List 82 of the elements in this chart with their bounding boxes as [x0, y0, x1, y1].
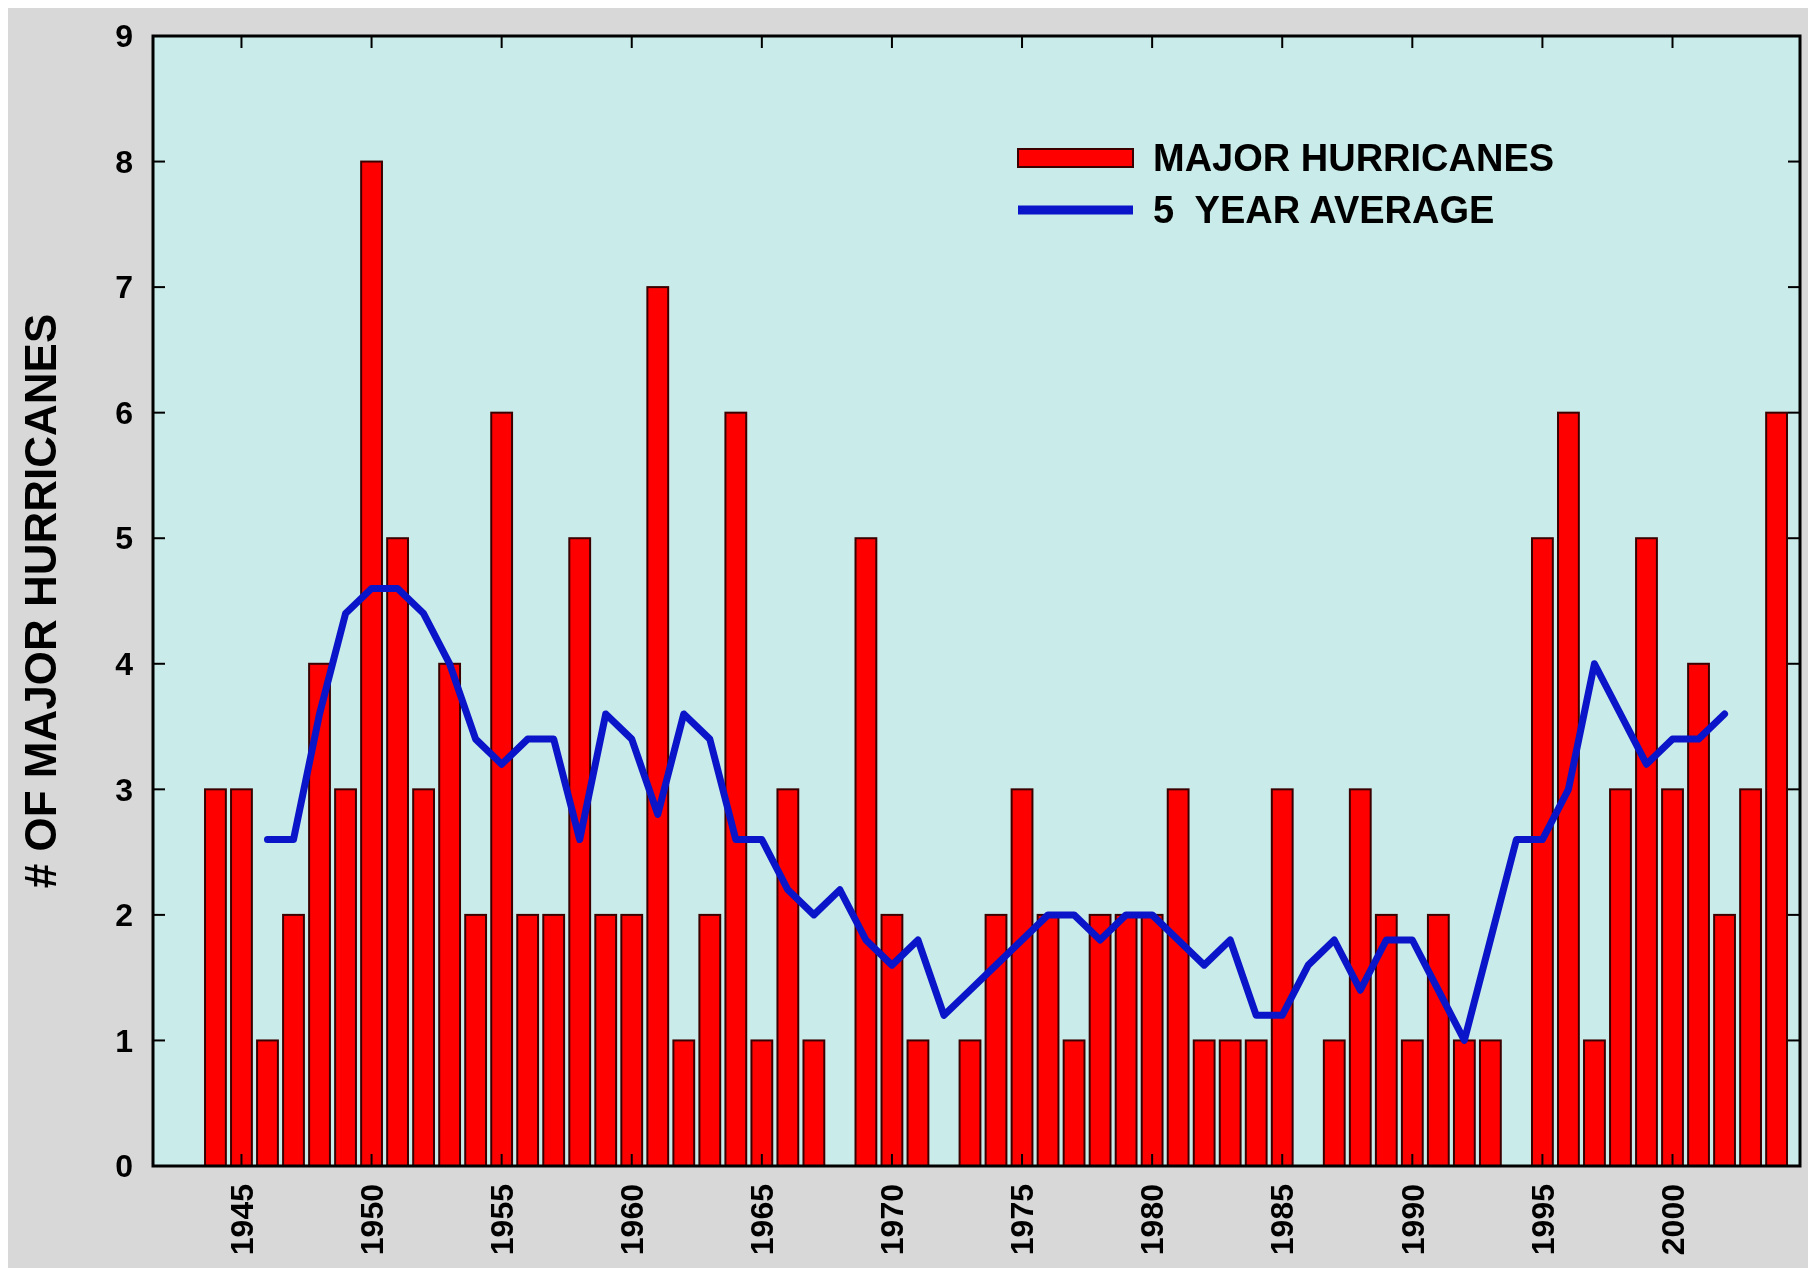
x-tick-label: 1955: [483, 1184, 520, 1256]
y-axis-title: # OF MAJOR HURRICANES: [16, 313, 65, 889]
y-tick-label: 0: [115, 1148, 133, 1185]
bar: [1322, 1039, 1346, 1166]
bar: [802, 1039, 826, 1166]
bar: [672, 1039, 696, 1166]
x-tick-label: 1960: [613, 1184, 650, 1256]
bar: [334, 788, 357, 1166]
y-tick-label: 2: [115, 897, 133, 934]
x-tick-label: 2000: [1654, 1184, 1691, 1256]
x-tick-label: 1995: [1524, 1184, 1561, 1256]
y-tick-label: 8: [115, 143, 133, 180]
y-tick-label: 5: [115, 520, 133, 557]
bar: [1661, 788, 1684, 1166]
bar: [386, 537, 409, 1166]
bar: [854, 537, 878, 1166]
bar: [750, 1039, 774, 1166]
bar: [256, 1039, 279, 1166]
x-tick-label: 1970: [874, 1184, 911, 1256]
bar: [1531, 537, 1554, 1166]
bar: [1348, 788, 1372, 1166]
bar: [1088, 913, 1112, 1166]
bar: [1192, 1039, 1216, 1166]
bar: [1010, 788, 1034, 1166]
x-tick-label: 1985: [1264, 1184, 1301, 1256]
bar: [1713, 913, 1736, 1166]
bar: [1557, 411, 1580, 1166]
bar: [542, 913, 566, 1166]
y-tick-label: 7: [115, 269, 133, 306]
x-tick-label: 1965: [744, 1184, 781, 1256]
bar: [594, 913, 618, 1166]
bar: [1374, 913, 1398, 1166]
bar: [1635, 537, 1658, 1166]
bar: [984, 913, 1008, 1166]
bar: [490, 411, 514, 1166]
bar: [1114, 913, 1138, 1166]
bar: [1140, 913, 1164, 1166]
bar: [1218, 1039, 1242, 1166]
bar: [1166, 788, 1190, 1166]
bar: [776, 788, 800, 1166]
bar: [464, 913, 488, 1166]
legend-label: MAJOR HURRICANES: [1153, 137, 1555, 180]
bar: [1036, 913, 1060, 1166]
bar: [1400, 1039, 1424, 1166]
legend-label: 5 YEAR AVERAGE: [1153, 189, 1495, 232]
bar: [282, 913, 305, 1166]
bar: [1426, 913, 1450, 1166]
bar: [646, 286, 670, 1166]
bar: [724, 411, 748, 1166]
x-tick-label: 1950: [353, 1184, 390, 1256]
bar: [1739, 788, 1762, 1166]
y-tick-label: 4: [115, 645, 134, 682]
bar: [412, 788, 436, 1166]
bar: [230, 788, 253, 1166]
bar: [1583, 1039, 1606, 1166]
bar: [204, 788, 227, 1166]
x-tick-label: 1990: [1394, 1184, 1431, 1256]
bar: [308, 662, 331, 1166]
bar: [1609, 788, 1632, 1166]
bar: [880, 913, 904, 1166]
bar: [1062, 1039, 1086, 1166]
bar: [1452, 1039, 1476, 1166]
y-tick-label: 9: [115, 18, 133, 55]
y-tick-label: 6: [115, 394, 133, 431]
bar: [1478, 1039, 1502, 1166]
bar: [1270, 788, 1294, 1166]
bar: [1765, 411, 1788, 1166]
bar: [1687, 662, 1710, 1166]
bar: [516, 913, 540, 1166]
y-tick-label: 1: [115, 1022, 133, 1059]
bar: [568, 537, 592, 1166]
bar: [1244, 1039, 1268, 1166]
bar: [438, 662, 462, 1166]
x-tick-label: 1945: [223, 1184, 260, 1256]
bar: [958, 1039, 982, 1166]
bar: [360, 160, 383, 1166]
y-tick-label: 3: [115, 771, 133, 808]
bar: [620, 913, 644, 1166]
bar: [698, 913, 722, 1166]
x-tick-label: 1980: [1134, 1184, 1171, 1256]
x-tick-label: 1975: [1004, 1184, 1041, 1256]
bar: [906, 1039, 930, 1166]
